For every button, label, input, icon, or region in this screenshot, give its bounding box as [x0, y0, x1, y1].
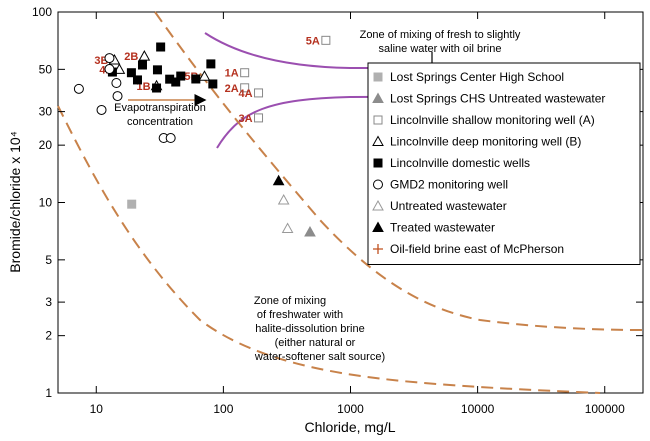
- marker: [127, 199, 137, 209]
- point-label: 4A: [238, 88, 252, 100]
- y-axis-label: Bromide/chloride x 10⁴: [7, 131, 23, 272]
- marker: [132, 75, 142, 85]
- marker: [240, 83, 250, 93]
- marker: [73, 83, 84, 94]
- y-tick-label: 100: [32, 5, 52, 19]
- marker: [373, 244, 383, 254]
- y-tick-label: 1: [45, 386, 52, 400]
- marker: [254, 113, 264, 123]
- y-tick-label: 20: [39, 138, 53, 152]
- x-tick-label: 1000: [337, 402, 364, 416]
- annotation: concentration: [127, 116, 193, 128]
- legend-label: Treated wastewater: [390, 221, 495, 235]
- marker: [373, 179, 383, 190]
- marker: [112, 91, 123, 102]
- oil-mixing-curve: [216, 95, 611, 149]
- marker: [156, 42, 166, 52]
- marker: [254, 88, 264, 98]
- oil-mixing-curve: [204, 32, 610, 69]
- x-tick-label: 100: [213, 402, 233, 416]
- marker: [152, 83, 162, 93]
- annotation: Zone of mixing of fresh to slightly: [360, 29, 521, 41]
- legend-label: Oil-field brine east of McPherson: [390, 242, 564, 256]
- annotation: Zone of mixing: [254, 295, 326, 307]
- legend-label: Lincolnville shallow monitoring well (A): [390, 113, 595, 127]
- y-tick-label: 30: [39, 105, 53, 119]
- annotation: of freshwater with: [257, 309, 343, 321]
- x-axis-label: Chloride, mg/L: [304, 419, 395, 435]
- marker: [208, 79, 218, 89]
- marker: [96, 104, 107, 115]
- marker: [373, 158, 383, 168]
- y-tick-label: 10: [39, 196, 53, 210]
- marker: [104, 53, 115, 64]
- legend-label: Lost Springs Center High School: [390, 70, 564, 84]
- marker: [206, 59, 216, 69]
- annotation: Evapotranspiration: [114, 102, 206, 114]
- marker: [104, 64, 115, 75]
- marker: [272, 174, 285, 186]
- legend-label: GMD2 monitoring well: [390, 178, 508, 192]
- marker: [372, 199, 384, 211]
- marker: [373, 115, 383, 125]
- marker: [138, 50, 151, 61]
- legend-box: [367, 62, 641, 265]
- annotation: halite-dissolution brine: [255, 323, 364, 335]
- marker: [321, 35, 331, 45]
- point-label: 2B: [124, 51, 138, 63]
- marker: [137, 60, 147, 70]
- marker: [111, 77, 122, 88]
- marker: [126, 68, 136, 78]
- annotation: water-softener salt source): [254, 351, 385, 363]
- point-label: 1A: [225, 68, 239, 80]
- legend-label: Untreated wastewater: [390, 199, 507, 213]
- x-tick-label: 100000: [585, 402, 625, 416]
- halite-mixing-curve: [154, 11, 644, 331]
- y-tick-label: 5: [45, 253, 52, 267]
- marker: [372, 92, 384, 103]
- y-tick-label: 2: [45, 329, 52, 343]
- marker: [171, 77, 181, 87]
- legend-label: Lincolnville domestic wells: [390, 156, 530, 170]
- marker: [277, 194, 290, 205]
- marker: [152, 65, 162, 75]
- marker: [372, 135, 384, 146]
- y-tick-label: 3: [45, 295, 52, 309]
- marker: [372, 221, 384, 232]
- legend-label: Lincolnville deep monitoring well (B): [390, 135, 581, 149]
- marker: [165, 133, 176, 144]
- marker: [191, 74, 201, 84]
- marker: [373, 72, 383, 82]
- annotation: saline water with oil brine: [379, 43, 502, 55]
- annotation: (either natural or: [275, 337, 356, 349]
- y-tick-label: 50: [39, 62, 53, 76]
- marker: [304, 225, 316, 237]
- marker: [198, 70, 211, 81]
- x-tick-label: 10: [90, 402, 104, 416]
- point-label: 3A: [238, 113, 252, 125]
- point-label: 2A: [225, 83, 239, 95]
- marker: [240, 68, 250, 78]
- marker: [176, 71, 186, 81]
- point-label: 5A: [306, 35, 320, 47]
- halite-mixing-curve: [57, 105, 601, 394]
- marker: [281, 222, 294, 234]
- legend-label: Lost Springs CHS Untreated wastewater: [390, 92, 605, 106]
- x-tick-label: 10000: [461, 402, 495, 416]
